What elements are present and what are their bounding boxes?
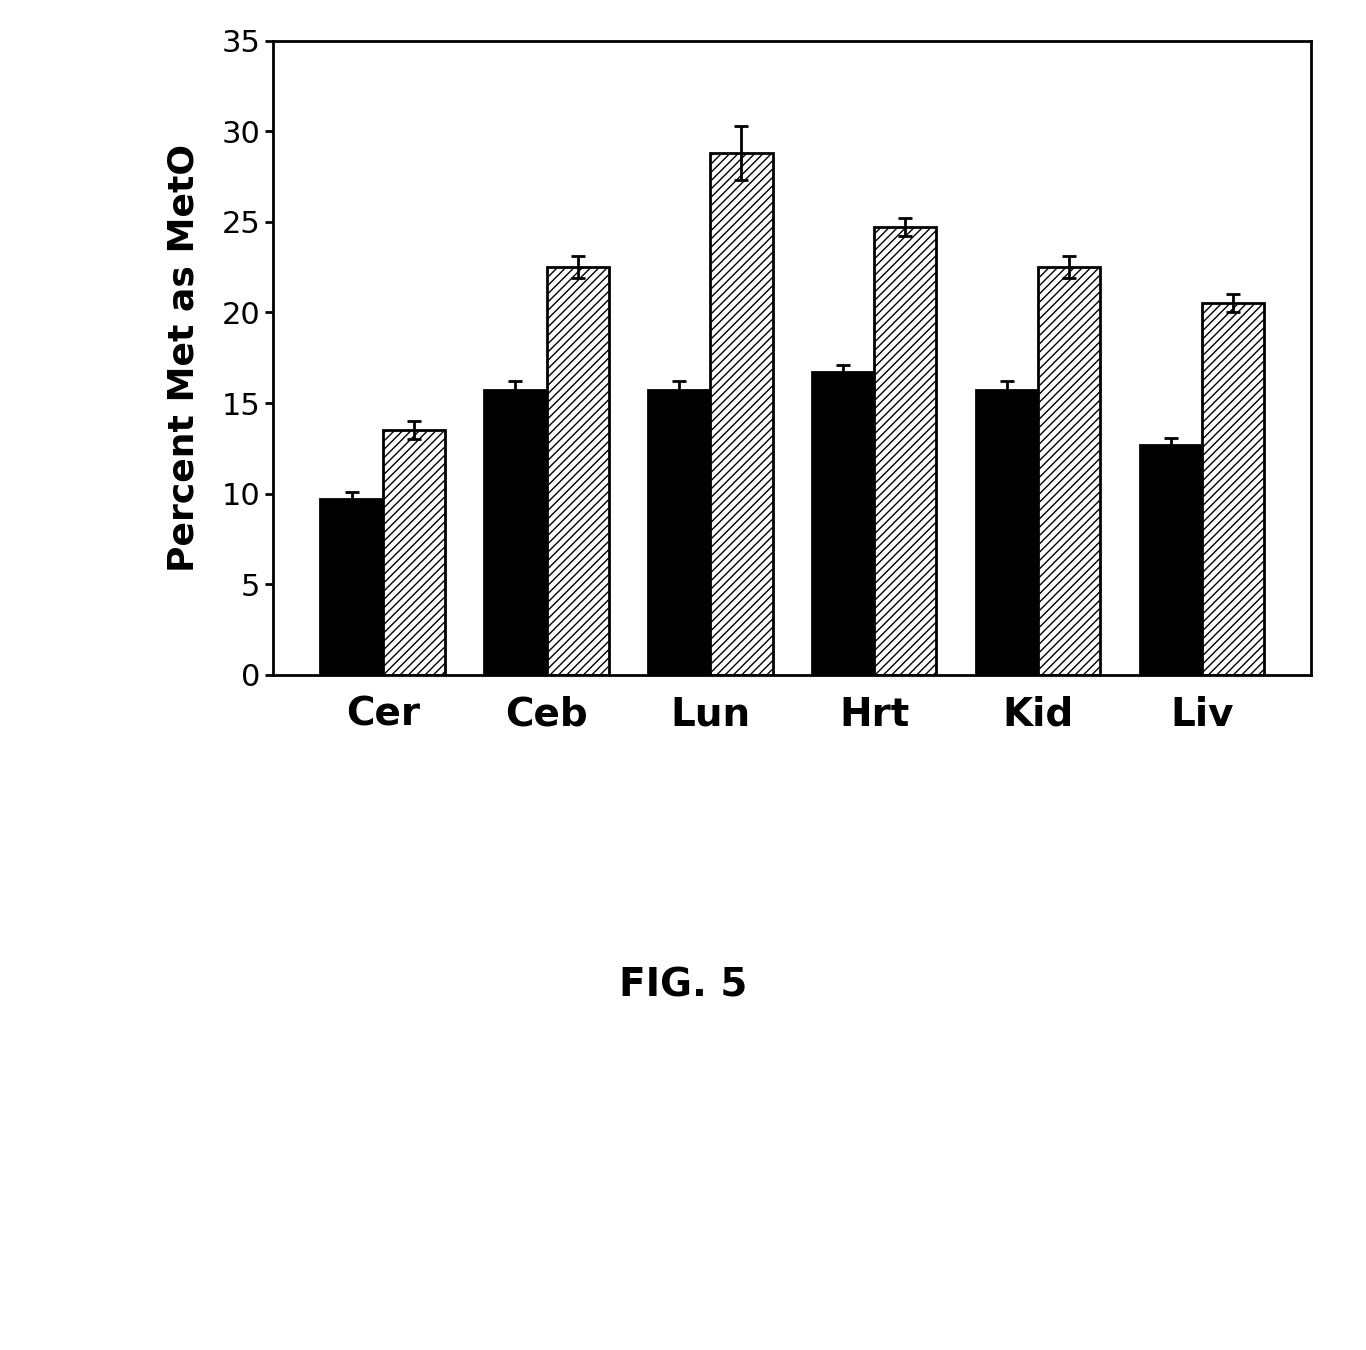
- Bar: [811, 373, 874, 675]
- Bar: [1139, 444, 1202, 675]
- Bar: [1038, 267, 1101, 675]
- Bar: [484, 390, 546, 675]
- Bar: [874, 227, 937, 675]
- Bar: [647, 390, 710, 675]
- Text: FIG. 5: FIG. 5: [619, 967, 747, 1004]
- Y-axis label: Percent Met as MetO: Percent Met as MetO: [167, 143, 201, 572]
- Bar: [975, 390, 1038, 675]
- Bar: [710, 153, 773, 675]
- Bar: [382, 431, 445, 675]
- Bar: [321, 500, 382, 675]
- Bar: [1202, 304, 1264, 675]
- Bar: [546, 267, 609, 675]
